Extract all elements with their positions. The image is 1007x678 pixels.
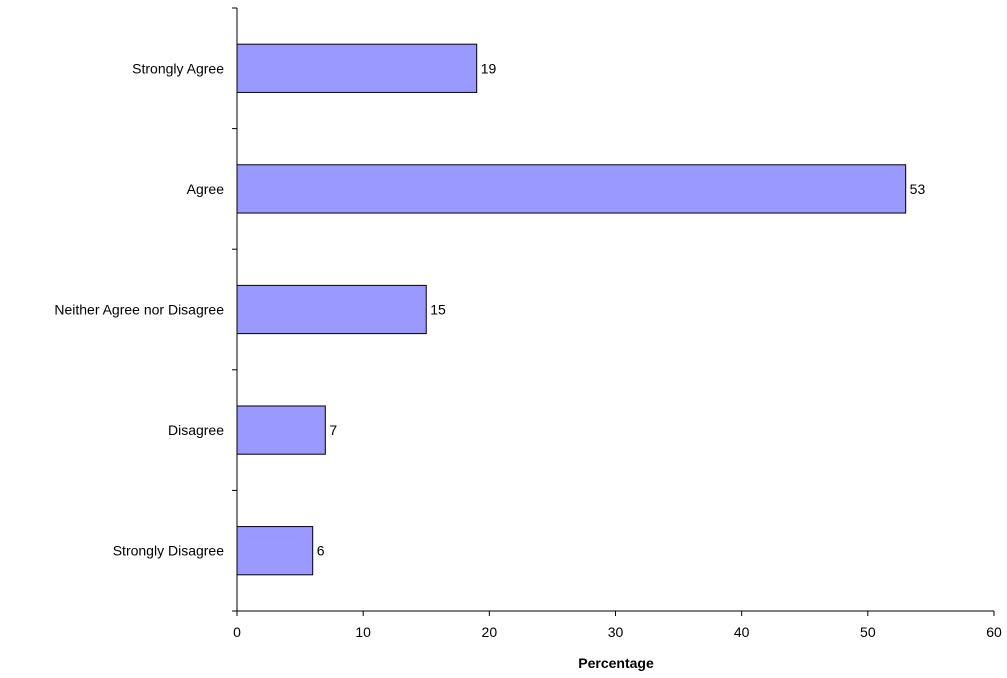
category-label-3: Disagree	[168, 422, 224, 438]
axes-layer: 0 10 20 30 40 50 60	[232, 7, 1002, 640]
bar-4	[236, 526, 314, 576]
category-label-2: Neither Agree nor Disagree	[54, 302, 224, 318]
x-tick-label-3: 30	[608, 624, 624, 640]
bar-2	[236, 284, 427, 335]
data-label-3: 7	[329, 422, 337, 438]
x-tick-label-4: 40	[734, 624, 750, 640]
x-axis-title: Percentage	[578, 655, 654, 671]
x-tick-label-0: 0	[233, 624, 241, 640]
x-tick-label-1: 10	[355, 624, 371, 640]
bars-layer	[236, 43, 907, 576]
bar-0	[236, 43, 478, 93]
x-tick-label-6: 60	[986, 624, 1002, 640]
x-tick-label-2: 20	[482, 624, 498, 640]
bar-3	[236, 405, 326, 455]
data-label-1: 53	[910, 181, 926, 197]
data-label-4: 6	[317, 543, 325, 559]
labels-layer: 19 Strongly Agree 53 Agree 15 Neither Agree n…	[54, 60, 925, 558]
category-label-0: Strongly Agree	[132, 60, 224, 76]
category-label-1: Agree	[187, 181, 225, 197]
data-label-0: 19	[481, 60, 497, 76]
category-label-4: Strongly Disagree	[113, 543, 224, 559]
data-label-2: 15	[430, 302, 446, 318]
x-tick-label-5: 50	[860, 624, 876, 640]
bar-1	[236, 164, 907, 214]
